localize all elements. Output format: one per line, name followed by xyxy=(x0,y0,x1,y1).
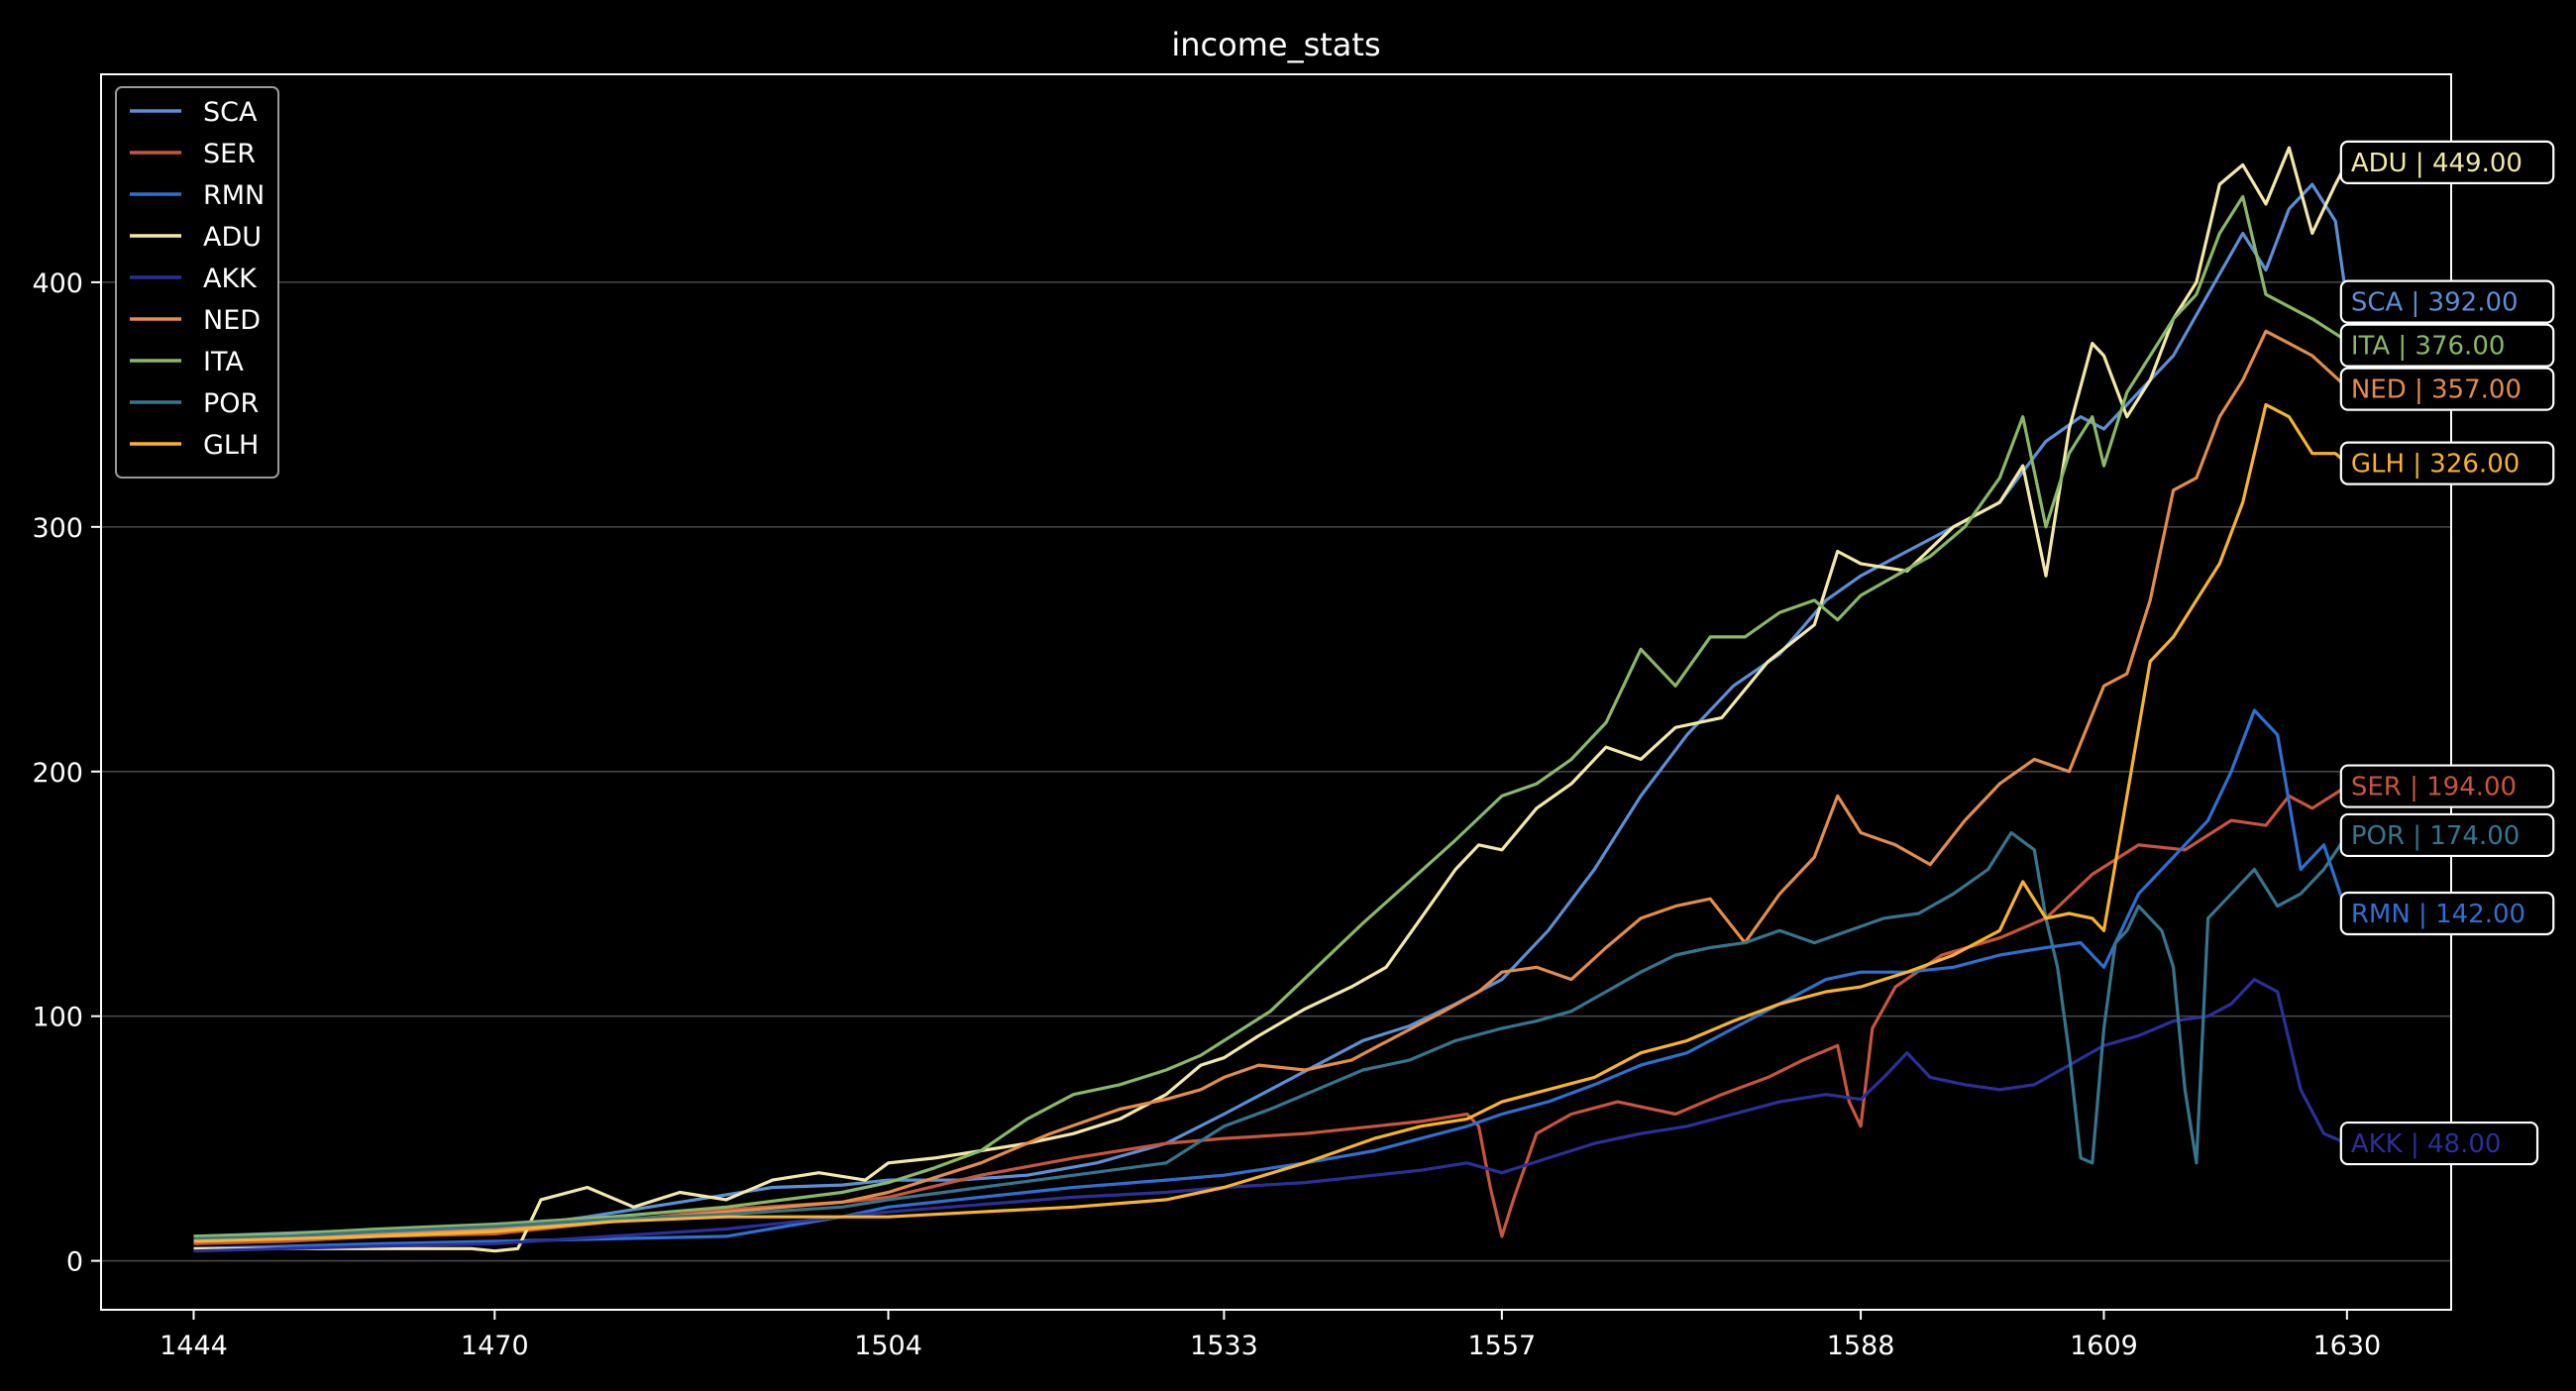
end-label-box-por xyxy=(2339,812,2555,858)
x-tick-label: 1630 xyxy=(2312,1331,2381,1361)
legend-label-ita: ITA xyxy=(203,347,244,377)
end-labels: ADU | 449.00 SCA | 392.00 ITA | 376.00 NED … xyxy=(2339,140,2555,1166)
end-label-box-ita xyxy=(2339,323,2555,368)
end-label-rmn: RMN | 142.00 xyxy=(2351,900,2525,929)
series-line-ned xyxy=(193,329,2348,1243)
x-tick-label: 1533 xyxy=(1190,1331,1258,1361)
series-line-ita xyxy=(193,194,2348,1238)
end-label-box-akk xyxy=(2339,1121,2539,1166)
y-tick-label: 300 xyxy=(32,513,83,544)
legend-label-glh: GLH xyxy=(203,430,259,461)
y-axis-ticks: 0 100 200 300 400 xyxy=(32,268,101,1278)
y-tick-label: 200 xyxy=(32,758,83,789)
legend-label-akk: AKK xyxy=(203,264,258,294)
end-label-por: POR | 174.00 xyxy=(2351,821,2520,851)
legend-label-ned: NED xyxy=(203,305,261,336)
end-label-ita: ITA | 376.00 xyxy=(2351,332,2506,362)
legend-label-por: POR xyxy=(203,388,259,419)
x-tick-label: 1470 xyxy=(461,1331,529,1361)
series-line-adu xyxy=(193,146,2349,1253)
legend-label-rmn: RMN xyxy=(203,180,265,211)
end-label-akk: AKK | 48.00 xyxy=(2351,1129,2502,1159)
end-label-sca: SCA | 392.00 xyxy=(2351,288,2519,318)
x-tick-label: 1588 xyxy=(1827,1331,1895,1361)
end-label-ned: NED | 357.00 xyxy=(2351,375,2522,405)
end-label-adu: ADU | 449.00 xyxy=(2351,149,2522,178)
end-label-box-glh xyxy=(2339,441,2555,485)
plot-frame xyxy=(100,73,2452,1311)
series-line-sca xyxy=(193,182,2349,1238)
x-tick-label: 1609 xyxy=(2070,1331,2138,1361)
x-tick-label: 1504 xyxy=(854,1331,922,1361)
legend-label-sca: SCA xyxy=(203,97,258,128)
end-label-box-ser xyxy=(2339,764,2555,808)
y-tick-label: 400 xyxy=(32,268,83,299)
series-line-rmn xyxy=(193,708,2349,1250)
end-label-ser: SER | 194.00 xyxy=(2351,773,2517,802)
series-line-glh xyxy=(193,402,2348,1243)
series-line-ser xyxy=(193,785,2348,1245)
end-label-box-ned xyxy=(2339,367,2555,411)
legend: SCA SER RMN ADU AKK NED ITA POR GLH xyxy=(115,86,279,479)
x-axis-ticks: 1444 1470 1504 1533 1557 1588 1609 1630 xyxy=(160,1310,2381,1361)
legend-label-ser: SER xyxy=(203,139,256,169)
grid-lines xyxy=(101,281,2451,1262)
end-label-box-rmn xyxy=(2339,891,2555,936)
series-lines xyxy=(193,146,2349,1253)
chart-title: income_stats xyxy=(1171,26,1380,63)
end-label-box-sca xyxy=(2339,279,2555,324)
legend-label-adu: ADU xyxy=(203,222,262,253)
series-line-por xyxy=(193,830,2349,1240)
legend-box xyxy=(115,86,279,479)
x-tick-label: 1444 xyxy=(160,1331,228,1361)
x-tick-label: 1557 xyxy=(1467,1331,1536,1361)
y-tick-label: 0 xyxy=(66,1247,83,1278)
end-label-box-adu xyxy=(2339,140,2555,184)
y-tick-label: 100 xyxy=(32,1003,83,1033)
end-label-glh: GLH | 326.00 xyxy=(2351,450,2520,480)
